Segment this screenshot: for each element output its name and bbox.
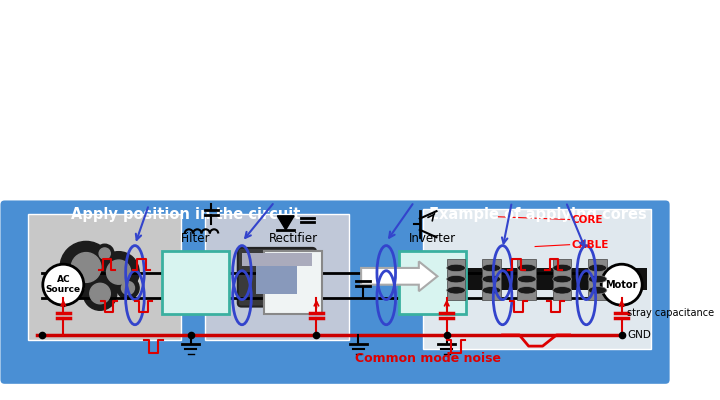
Bar bbox=[553, 259, 572, 300]
Ellipse shape bbox=[588, 286, 607, 294]
Bar bbox=[446, 259, 465, 300]
Circle shape bbox=[90, 283, 110, 304]
Circle shape bbox=[117, 277, 139, 299]
Bar bbox=[204, 214, 349, 340]
Circle shape bbox=[601, 264, 642, 305]
FancyBboxPatch shape bbox=[162, 251, 229, 314]
Text: stray capacitance: stray capacitance bbox=[627, 308, 714, 318]
Ellipse shape bbox=[553, 264, 572, 272]
Text: Inverter: Inverter bbox=[409, 232, 456, 245]
Text: Example of applying cores: Example of applying cores bbox=[429, 206, 647, 222]
Bar bbox=[241, 252, 312, 266]
Circle shape bbox=[42, 264, 84, 305]
Circle shape bbox=[122, 282, 135, 294]
Ellipse shape bbox=[482, 275, 500, 283]
Bar bbox=[423, 209, 652, 349]
Text: Filter: Filter bbox=[181, 232, 210, 245]
FancyBboxPatch shape bbox=[400, 251, 467, 314]
Text: CABLE: CABLE bbox=[572, 240, 609, 250]
Ellipse shape bbox=[518, 264, 536, 272]
Circle shape bbox=[69, 279, 84, 294]
Circle shape bbox=[84, 277, 117, 310]
Circle shape bbox=[60, 242, 112, 294]
FancyBboxPatch shape bbox=[0, 199, 671, 385]
Bar bbox=[28, 214, 181, 340]
FancyBboxPatch shape bbox=[264, 251, 322, 314]
Ellipse shape bbox=[446, 264, 465, 272]
Ellipse shape bbox=[553, 286, 572, 294]
Ellipse shape bbox=[446, 286, 465, 294]
Ellipse shape bbox=[518, 286, 536, 294]
Polygon shape bbox=[277, 216, 294, 230]
Circle shape bbox=[107, 260, 131, 284]
Bar bbox=[588, 259, 607, 300]
Circle shape bbox=[98, 252, 139, 293]
Circle shape bbox=[71, 252, 101, 282]
FancyBboxPatch shape bbox=[238, 248, 316, 306]
FancyArrow shape bbox=[361, 262, 438, 291]
Text: Rectifier: Rectifier bbox=[269, 232, 318, 245]
Ellipse shape bbox=[482, 264, 500, 272]
Ellipse shape bbox=[518, 275, 536, 283]
Ellipse shape bbox=[446, 275, 465, 283]
Bar bbox=[518, 259, 536, 300]
Circle shape bbox=[99, 248, 110, 259]
Text: AC
Source: AC Source bbox=[46, 275, 81, 294]
Circle shape bbox=[95, 244, 114, 263]
Bar bbox=[256, 261, 297, 294]
Text: GND: GND bbox=[627, 330, 651, 340]
Circle shape bbox=[64, 273, 90, 299]
Text: Common mode noise: Common mode noise bbox=[355, 352, 501, 365]
Ellipse shape bbox=[482, 286, 500, 294]
Ellipse shape bbox=[588, 275, 607, 283]
Text: CORE: CORE bbox=[572, 214, 603, 224]
Bar bbox=[428, 268, 647, 290]
Text: Apply position in the circuit: Apply position in the circuit bbox=[71, 206, 301, 222]
Bar bbox=[482, 259, 500, 300]
Ellipse shape bbox=[553, 275, 572, 283]
Ellipse shape bbox=[588, 264, 607, 272]
Text: Motor: Motor bbox=[606, 280, 638, 290]
